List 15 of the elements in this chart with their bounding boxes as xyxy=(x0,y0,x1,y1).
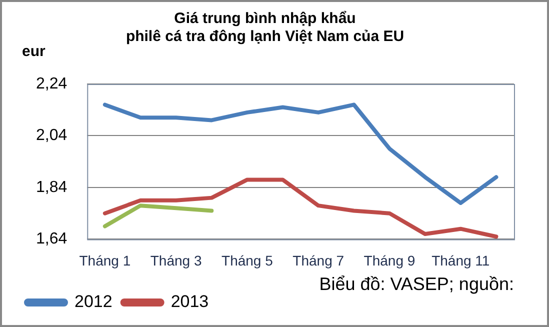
legend-label: 2013 xyxy=(170,292,209,312)
chart-title: Giá trung bình nhập khẩu philê cá tra đông lạnh Việt Nam của EU xyxy=(126,10,404,46)
x-tick-label: Tháng 9 xyxy=(364,252,416,268)
legend-label: 2012 xyxy=(74,292,112,312)
x-tick-label: Tháng 3 xyxy=(150,252,202,268)
x-tick-label: Tháng 5 xyxy=(222,252,274,268)
text: Biểu đồ: VASEP; nguồn: xyxy=(319,274,514,294)
y-tick-label: 1,64 xyxy=(36,230,68,248)
x-tick-label: Tháng 7 xyxy=(292,252,344,268)
y-tick-label: 1,84 xyxy=(36,178,68,196)
x-tick-label: Tháng 1 xyxy=(79,252,131,268)
x-tick-label: Tháng 11 xyxy=(432,252,490,268)
y-tick-label: 2,04 xyxy=(36,127,68,144)
y-tick-label: 2,24 xyxy=(36,75,68,92)
y-axis-title: eur xyxy=(22,43,46,60)
